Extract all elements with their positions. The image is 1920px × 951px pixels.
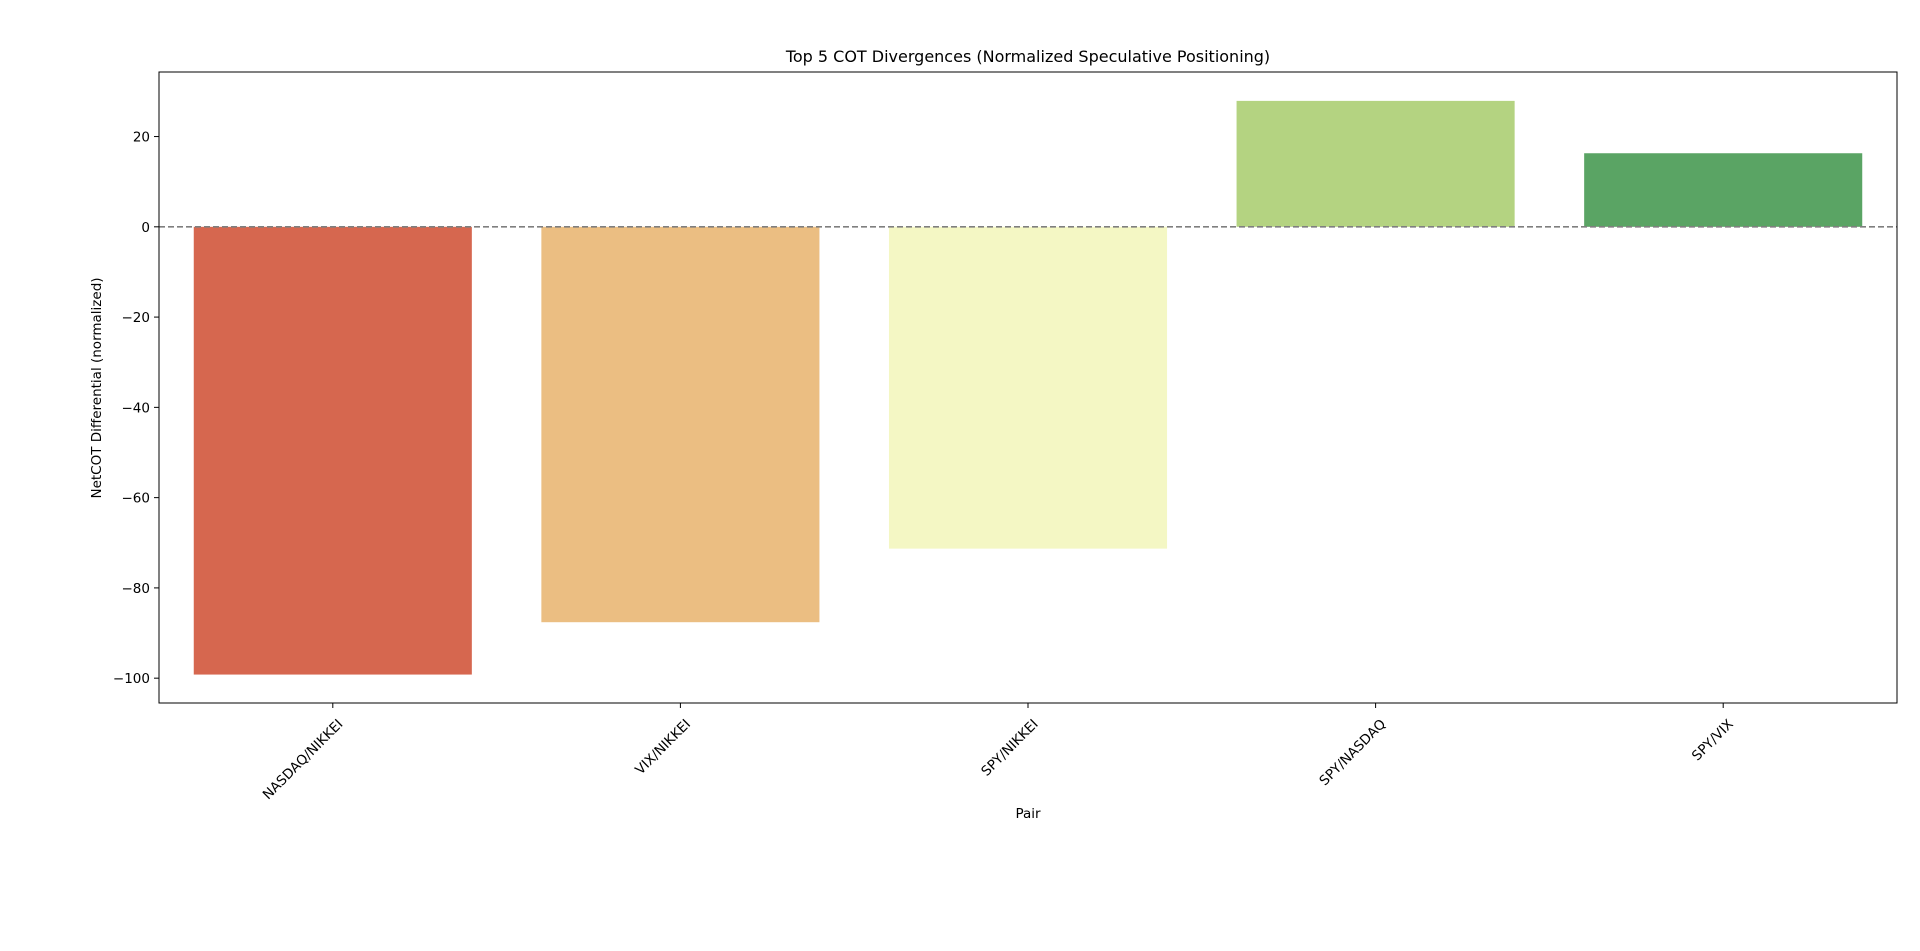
y-axis-label: NetCOT Differential (normalized) (89, 277, 105, 498)
chart-title: Top 5 COT Divergences (Normalized Specul… (785, 47, 1270, 66)
x-axis-label: Pair (1015, 806, 1041, 822)
x-tick-label: SPY/NIKKEI (978, 716, 1041, 779)
y-tick-label: 20 (133, 130, 150, 146)
x-tick-label: NASDAQ/NIKKEI (260, 716, 347, 803)
bar-spy-vix (1584, 153, 1863, 227)
bar-spy-nikkei (888, 226, 1168, 549)
y-tick-label: −20 (122, 310, 151, 326)
y-tick-label: 0 (141, 220, 150, 236)
y-tick-label: −40 (122, 400, 151, 416)
bar-nasdaq-nikkei (193, 226, 472, 675)
bars-layer (193, 100, 1863, 675)
x-tick-label: SPY/NASDAQ (1316, 716, 1389, 789)
y-tick-label: −80 (122, 581, 151, 597)
bar-vix-nikkei (541, 226, 820, 623)
y-tick-label: −60 (122, 491, 151, 507)
y-tick-label: −100 (113, 671, 150, 687)
y-axis: 20 0 −20 −40 −60 −80 −100 (113, 130, 159, 687)
bar-spy-nasdaq (1236, 100, 1515, 227)
x-axis: NASDAQ/NIKKEI VIX/NIKKEI SPY/NIKKEI SPY/NAS… (260, 703, 1737, 803)
x-tick-label: SPY/VIX (1689, 716, 1737, 764)
x-tick-label: VIX/NIKKEI (632, 716, 694, 778)
